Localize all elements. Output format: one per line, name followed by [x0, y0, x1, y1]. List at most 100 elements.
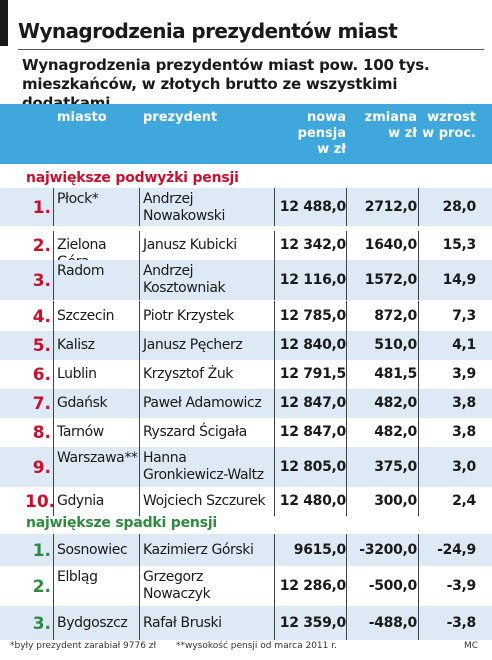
column-divider [418, 447, 419, 487]
column-divider [418, 260, 419, 300]
change-value: 482,0 [374, 395, 417, 411]
rank-number: 9. [32, 457, 51, 478]
new-pay-value: 12 488,0 [279, 198, 347, 215]
column-divider [139, 566, 140, 606]
column-divider [274, 487, 275, 516]
column-divider [274, 566, 275, 606]
president-name-line: Janusz Kubicki [143, 237, 237, 253]
column-divider [139, 389, 140, 418]
president-name: Rafał Bruski [143, 615, 271, 632]
growth-value: 7,3 [452, 307, 476, 324]
change-value: 482,0 [374, 424, 417, 440]
city-name: Elbląg [57, 569, 98, 585]
footnote-warsaw: **wysokość pensji od marca 2011 r. [176, 641, 337, 651]
president-name-line: Janusz Pęcherz [143, 337, 243, 353]
column-divider [139, 418, 140, 447]
credit: MC [464, 641, 479, 651]
column-divider [274, 447, 275, 487]
column-divider [418, 360, 419, 389]
change-value: -500,0 [368, 577, 418, 594]
president-name: Andrzej Kosztowniak [143, 263, 271, 297]
footnote-former-pay: *były prezydent zarabiał 9776 zł [10, 641, 157, 651]
column-divider [53, 389, 54, 418]
growth-value: 4,1 [452, 337, 476, 353]
change-value: 2712,0 [364, 198, 418, 215]
president-name: Paweł Adamowicz [143, 395, 271, 412]
city-name: Gdańsk [57, 395, 108, 411]
rank-number: 6. [32, 365, 51, 385]
column-divider [346, 487, 347, 516]
table-row: 8. Tarnów Ryszard Ścigała 12 847,0 482,0 3,8 [0, 418, 492, 447]
president-name: Andrzej Nowakowski [143, 191, 271, 225]
city-name: Kalisz [57, 337, 95, 353]
column-header-new-pay: nowa pensja w zł [276, 110, 346, 158]
column-divider [346, 447, 347, 487]
column-divider [346, 331, 347, 360]
column-divider [418, 331, 419, 360]
table-row: 3. Radom Andrzej Kosztowniak 12 116,0 1572,0 1… [0, 260, 492, 300]
rank-number: 3. [32, 613, 51, 634]
column-divider [53, 534, 54, 566]
rank-number: 2. [32, 576, 51, 597]
growth-value: -24,9 [437, 541, 476, 558]
city-name: Tarnów [57, 424, 104, 440]
column-divider [274, 389, 275, 418]
rank-number: 5. [32, 336, 51, 356]
president-name-line: Paweł Adamowicz [143, 395, 262, 411]
column-divider [346, 534, 347, 566]
column-divider [139, 301, 140, 331]
column-divider [346, 301, 347, 331]
president-name: Piotr Krzystek [143, 308, 271, 325]
president-name: Krzysztof Żuk [143, 366, 271, 383]
president-name-line: Gronkiewicz-Waltz [143, 467, 264, 483]
column-divider [139, 606, 140, 640]
column-header-city: miasto [57, 110, 107, 125]
president-name-line: Wojciech Szczurek [143, 493, 266, 509]
president-name-line: Grzegorz [143, 569, 203, 585]
rank-number: 2. [32, 236, 51, 256]
column-divider [274, 260, 275, 300]
president-name: Ryszard Ścigała [143, 424, 271, 441]
column-header-growth-line: w proc. [422, 126, 476, 141]
column-divider [346, 389, 347, 418]
new-pay-value: 12 286,0 [279, 577, 347, 594]
column-divider [139, 231, 140, 260]
column-divider [346, 606, 347, 640]
city-name: Szczecin [57, 307, 115, 324]
column-divider [53, 260, 54, 300]
column-divider [139, 487, 140, 516]
new-pay-value: 9615,0 [293, 541, 347, 558]
column-divider [346, 418, 347, 447]
column-divider [53, 231, 54, 260]
table-row: 4. Szczecin Piotr Krzystek 12 785,0 872,0 7,3 [0, 301, 492, 331]
president-name-line: Rafał Bruski [143, 614, 222, 631]
table-row: 7. Gdańsk Paweł Adamowicz 12 847,0 482,0 3,8 [0, 389, 492, 418]
president-name: Wojciech Szczurek [143, 493, 271, 510]
column-divider [53, 606, 54, 640]
column-divider [139, 188, 140, 226]
president-name: Janusz Kubicki [143, 237, 271, 254]
column-header-growth: wzrost w proc. [420, 110, 476, 142]
change-value: 481,5 [374, 366, 417, 382]
column-divider [53, 360, 54, 389]
title-accent-bar [0, 0, 8, 46]
growth-value: 15,3 [442, 237, 477, 253]
president-name-line: Andrzej [143, 263, 194, 279]
city-name: Lublin [57, 366, 97, 382]
new-pay-value: 12 116,0 [279, 271, 347, 288]
president-name: Grzegorz Nowaczyk [143, 569, 271, 603]
column-header-change: zmiana w zł [348, 110, 417, 142]
new-pay-value: 12 342,0 [279, 237, 347, 253]
column-divider [53, 188, 54, 226]
column-header-growth-line: wzrost [427, 110, 476, 125]
column-divider [346, 188, 347, 226]
column-header-new-pay-line: nowa [307, 110, 346, 125]
column-divider [418, 418, 419, 447]
president-name-line: Nowakowski [143, 208, 225, 224]
president-name-line: Krzysztof Żuk [143, 366, 234, 382]
change-value: -3200,0 [359, 541, 417, 558]
president-name-line: Andrzej [143, 191, 194, 207]
column-header-change-line: zmiana [364, 110, 417, 125]
column-divider [53, 487, 54, 516]
growth-value: 3,8 [452, 424, 476, 440]
